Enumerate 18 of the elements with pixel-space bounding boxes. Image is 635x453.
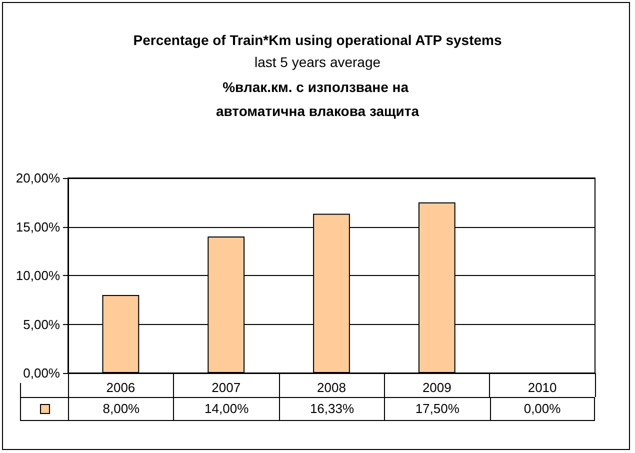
x-tick-label: 2010 (528, 380, 557, 395)
y-tick-label: 0,00% (23, 366, 60, 380)
data-label: 8,00% (68, 397, 174, 421)
data-label: 16,33% (278, 397, 384, 421)
y-tick-label: 15,00% (16, 219, 60, 234)
x-tick-label: 2006 (106, 380, 136, 395)
y-tick-label: 5,00% (23, 316, 60, 332)
x-tick-label: 2009 (422, 380, 452, 395)
data-label: 14,00% (173, 397, 279, 421)
text: %влак.км. с използване на автоматична влакова защита (216, 79, 420, 119)
chart-title: Percentage of Train*Km using operational ATP systems (133, 32, 502, 48)
chart-subtitle: last 5 years average (254, 54, 381, 70)
y-tick-label: 10,00% (16, 268, 60, 283)
data-label: 0,00% (490, 397, 595, 421)
x-tick-label: 2008 (317, 380, 346, 395)
y-tick-label: 20,00% (16, 170, 60, 186)
data-label: 17,50% (384, 397, 490, 421)
x-tick-label: 2007 (212, 380, 241, 395)
